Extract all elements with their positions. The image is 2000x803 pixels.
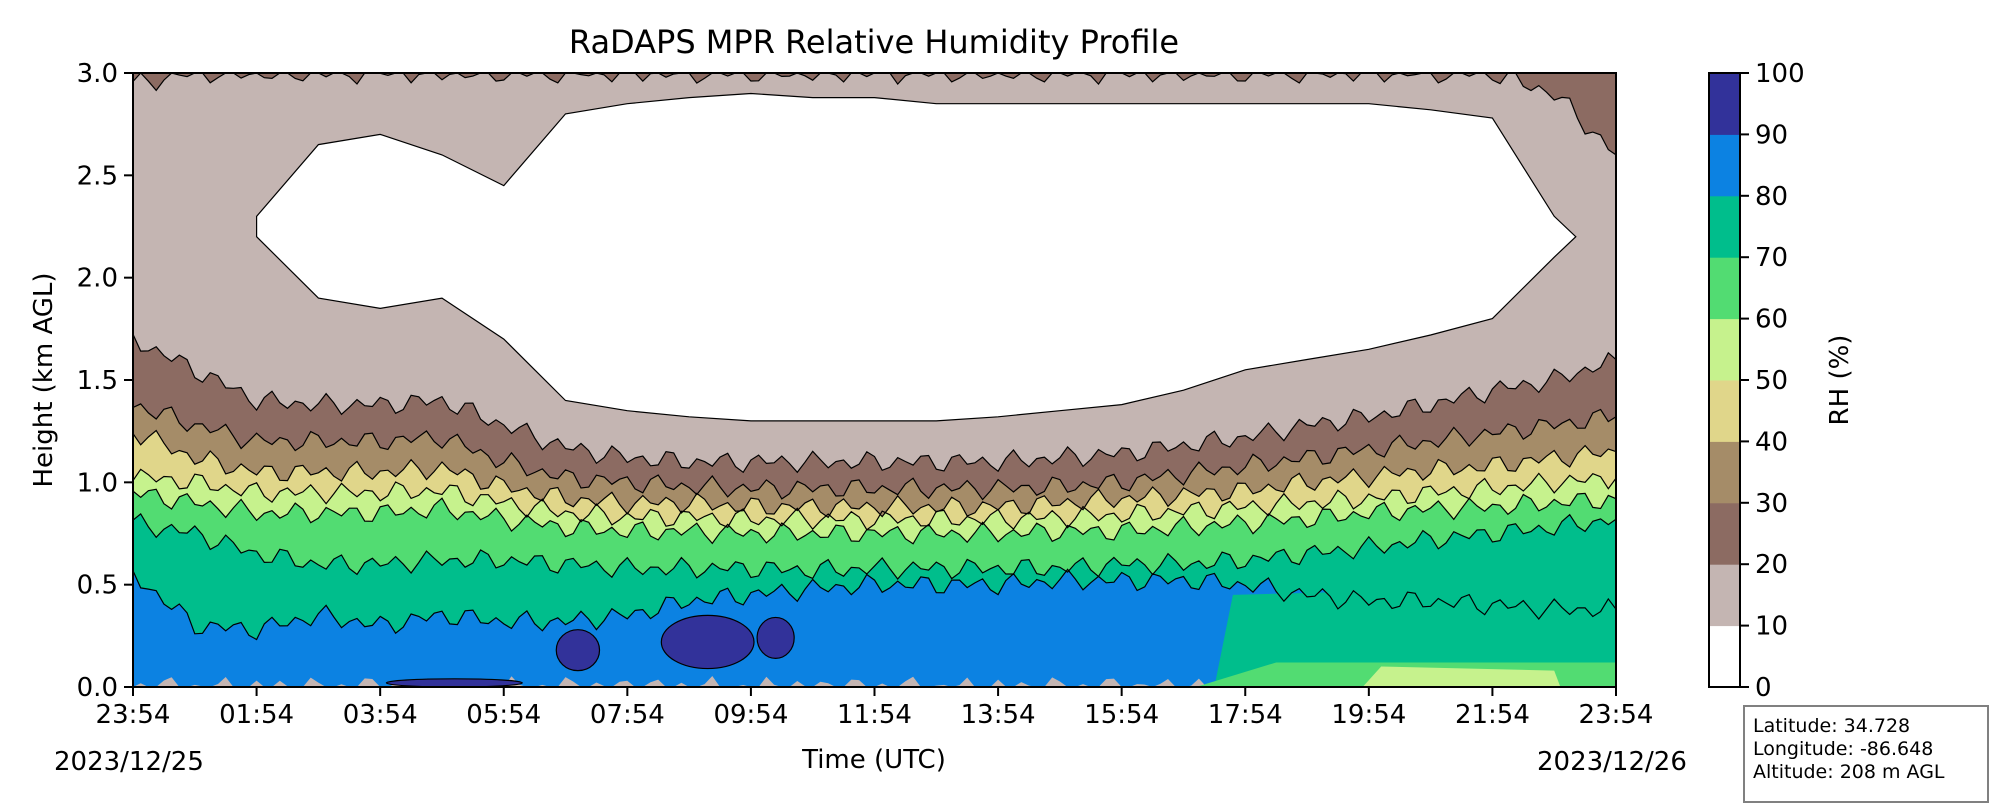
contour-line-1 — [133, 512, 1616, 580]
x-tick-label: 09:54 — [713, 700, 788, 730]
pocket-rh-90-100-3 — [385, 678, 523, 687]
pocket-rh-90-100-0 — [555, 629, 601, 672]
colorbar-tick-label: 90 — [1755, 120, 1788, 150]
pocket-rh-90-100-1 — [660, 614, 755, 670]
y-tick-label: 1.5 — [77, 366, 118, 396]
colorbar-tick-label: 20 — [1755, 550, 1788, 580]
y-tick-label: 0.0 — [77, 673, 118, 703]
colorbar-tick-label: 30 — [1755, 489, 1788, 519]
longitude-text: Longitude: -86.648 — [1753, 738, 1934, 760]
y-axis-label: Height (km AGL) — [29, 272, 59, 487]
band-rh-20-30 — [133, 334, 1616, 500]
x-tick-label: 13:54 — [961, 700, 1036, 730]
y-tick-label: 2.0 — [77, 264, 118, 294]
x-end-date: 2023/12/26 — [1537, 747, 1687, 777]
y-tick-label: 2.5 — [77, 161, 118, 191]
band-rh-40-50 — [133, 430, 1616, 530]
x-tick-label: 07:54 — [590, 700, 665, 730]
x-tick-label: 17:54 — [1208, 700, 1283, 730]
colorbar-swatch — [1709, 502, 1740, 565]
contour-line-0 — [133, 568, 1616, 641]
contour-fills — [133, 73, 1616, 687]
colorbar-swatch — [1709, 625, 1740, 688]
x-tick-label: 01:54 — [219, 700, 294, 730]
colorbar: 0 10 20 30 40 50 60 70 80 90 100 — [1708, 59, 1805, 703]
contour-line-4 — [133, 429, 1616, 519]
x-tick-label: 19:54 — [1331, 700, 1406, 730]
y-tick-label: 3.0 — [77, 59, 118, 89]
band-rh-30-40 — [133, 403, 1616, 518]
contour-line-3 — [133, 468, 1616, 531]
colorbar-tick-label: 10 — [1755, 612, 1788, 642]
contour-line-2 — [133, 488, 1616, 545]
colorbar-tick-label: 50 — [1755, 366, 1788, 396]
x-start-date: 2023/12/25 — [54, 747, 204, 777]
chart-title: RaDAPS MPR Relative Humidity Profile — [569, 23, 1179, 61]
colorbar-tick-label: 80 — [1755, 182, 1788, 212]
x-tick-label: 23:54 — [96, 700, 171, 730]
colorbar-tick-label: 100 — [1755, 59, 1805, 89]
x-tick-label: 21:54 — [1455, 700, 1530, 730]
colorbar-label: RH (%) — [1825, 335, 1855, 426]
x-axis: 23:54 01:54 03:54 05:54 07:54 09:54 11:54 13:54… — [96, 687, 1654, 730]
colorbar-swatch — [1709, 564, 1740, 627]
plot-area — [132, 72, 1617, 688]
x-tick-label: 03:54 — [343, 700, 418, 730]
y-tick-label: 1.0 — [77, 468, 118, 498]
band-rh-0-10 — [256, 92, 1577, 422]
colorbar-swatch — [1709, 318, 1740, 381]
x-axis-label: Time (UTC) — [801, 745, 946, 775]
y-axis: 0.0 0.5 1.0 1.5 2.0 2.5 3.0 — [77, 59, 133, 703]
colorbar-tick-label: 0 — [1755, 673, 1772, 703]
latitude-text: Latitude: 34.728 — [1753, 715, 1911, 737]
colorbar-tick-label: 60 — [1755, 305, 1788, 335]
band-rh-50-60-surface — [1362, 666, 1561, 687]
band-rh-70-80 — [133, 513, 1616, 640]
colorbar-swatch — [1709, 195, 1740, 258]
x-tick-label: 23:54 — [1579, 700, 1654, 730]
pocket-rh-90-100-2 — [756, 616, 795, 659]
y-tick-label: 0.5 — [77, 571, 118, 601]
colorbar-swatch — [1709, 257, 1740, 320]
colorbar-swatch — [1709, 134, 1740, 197]
colorbar-swatch — [1709, 380, 1740, 442]
contour-line-5 — [133, 403, 1616, 501]
altitude-text: Altitude: 208 m AGL — [1753, 761, 1945, 783]
x-tick-label: 05:54 — [466, 700, 541, 730]
band-rh-70-80-surface — [1214, 584, 1616, 687]
colorbar-swatch — [1709, 73, 1740, 135]
x-tick-label: 11:54 — [837, 700, 912, 730]
contour-line-6 — [133, 334, 1616, 474]
band-rh-50-60 — [133, 469, 1616, 544]
colorbar-tick-label: 70 — [1755, 243, 1788, 273]
band-rh-60-70 — [133, 489, 1616, 579]
colorbar-tick-label: 40 — [1755, 427, 1788, 457]
colorbar-swatch — [1709, 441, 1740, 504]
x-tick-label: 15:54 — [1084, 700, 1159, 730]
station-info-box: Latitude: 34.728 Longitude: -86.648 Alti… — [1743, 705, 1989, 803]
